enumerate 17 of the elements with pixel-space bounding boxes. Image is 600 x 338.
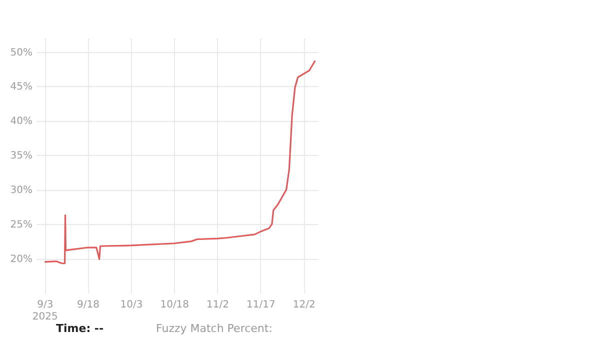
x-tick-label: 9/18 bbox=[77, 300, 100, 310]
y-tick-label: 30% bbox=[10, 185, 32, 196]
x-tick-label: 10/3 bbox=[120, 300, 143, 310]
x-tick-label: 10/18 bbox=[160, 300, 190, 310]
x-tick-label: 12/2 bbox=[292, 300, 316, 310]
y-tick-label: 35% bbox=[10, 150, 32, 162]
y-tick-label: 25% bbox=[10, 220, 32, 231]
y-tick-label: 20% bbox=[10, 254, 32, 266]
x-tick-label: 11/17 bbox=[246, 300, 276, 310]
text: Time: -- bbox=[56, 322, 104, 335]
line-series bbox=[44, 60, 316, 264]
text: Fuzzy Match Percent: bbox=[156, 322, 272, 335]
x-tick-label: 9/3 2025 bbox=[32, 300, 58, 322]
y-tick-label: 40% bbox=[10, 116, 32, 128]
y-tick-label: 45% bbox=[10, 82, 32, 93]
y-tick-label: 50% bbox=[10, 47, 32, 58]
x-tick-label: 11/2 bbox=[206, 300, 230, 310]
